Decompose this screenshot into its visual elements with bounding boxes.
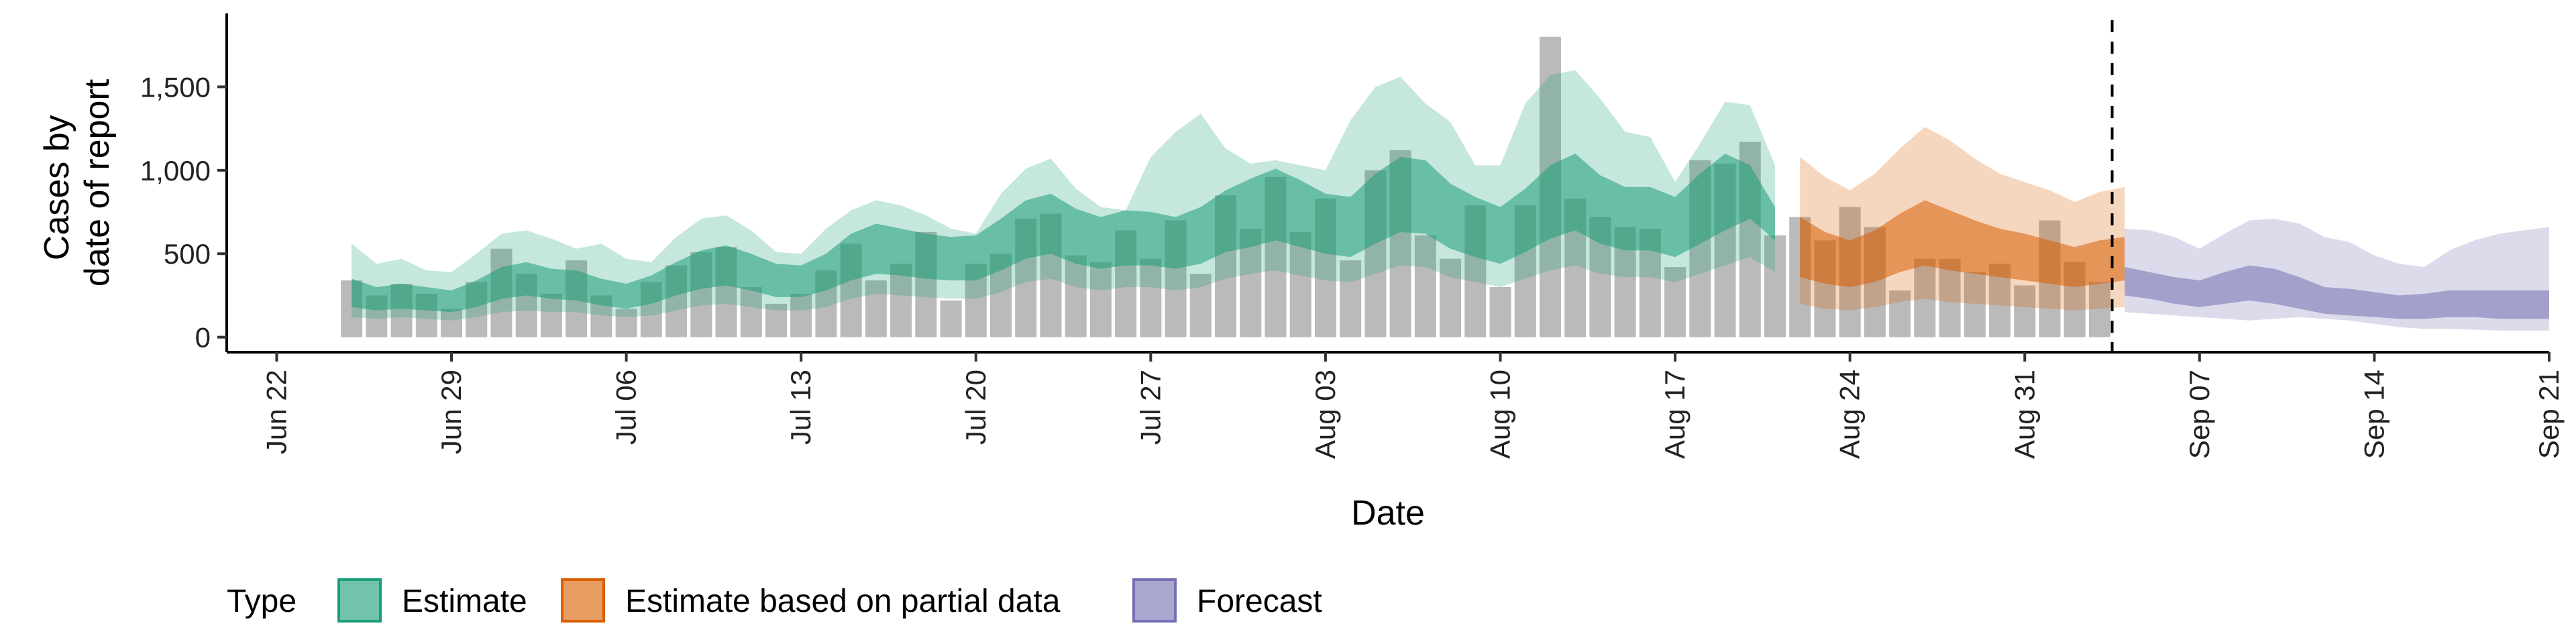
case-bar xyxy=(1489,286,1511,337)
case-bar xyxy=(1764,235,1786,337)
forecast-band-50 xyxy=(2125,265,2549,319)
legend-key xyxy=(1132,578,1177,623)
estimate-band-50 xyxy=(352,154,1775,313)
y-tick-label: 1,500 xyxy=(140,71,211,103)
bands-layer xyxy=(352,70,2549,331)
x-tick-label: Aug 03 xyxy=(1309,370,1341,459)
axis-labels: 0 500 1,000 1,500 Jun 22 Jun 29 Jul 06 Jul 13 Ju… xyxy=(140,71,2565,459)
case-bar xyxy=(1189,274,1212,337)
case-bar xyxy=(765,303,787,337)
x-tick-label: Sep 14 xyxy=(2358,370,2390,459)
x-tick-label: Aug 17 xyxy=(1659,370,1690,459)
case-bar xyxy=(1889,290,1911,337)
estimate-based-on-partial-data-band-50 xyxy=(1800,200,2125,287)
case-bar xyxy=(1340,260,1362,337)
x-tick-label: Jul 06 xyxy=(610,370,642,445)
legend-item-estimate-based-on-partial-data: Estimate based on partial data xyxy=(561,578,1061,623)
x-tick-label: Aug 31 xyxy=(2008,370,2040,459)
case-bar xyxy=(1414,235,1436,337)
case-bar xyxy=(1939,258,1961,337)
x-tick-label: Sep 21 xyxy=(2533,370,2565,459)
x-tick-label: Aug 24 xyxy=(1834,370,1866,459)
legend-label: Estimate based on partial data xyxy=(625,584,1061,619)
x-tick-label: Jun 22 xyxy=(260,370,292,454)
case-bar xyxy=(865,280,887,337)
y-tick-label: 0 xyxy=(195,322,211,354)
case-bar xyxy=(540,293,562,337)
case-bar xyxy=(2088,282,2110,337)
legend-label: Forecast xyxy=(1197,584,1322,619)
case-bar xyxy=(790,293,812,337)
y-tick-label: 500 xyxy=(164,238,211,270)
case-bar xyxy=(441,309,463,337)
x-tick-label: Jul 27 xyxy=(1134,370,1166,445)
case-bar xyxy=(940,300,962,337)
x-tick-label: Jul 13 xyxy=(785,370,816,445)
legend-label: Estimate xyxy=(402,584,527,619)
x-tick-label: Jul 20 xyxy=(960,370,991,445)
y-axis-title-line-2: date of report xyxy=(78,78,117,286)
case-bar xyxy=(1440,258,1462,337)
x-axis-title: Date xyxy=(1351,494,1425,533)
case-bar xyxy=(1289,231,1311,337)
axes xyxy=(217,13,2551,362)
x-tick-label: Sep 07 xyxy=(2184,370,2215,459)
legend-key xyxy=(337,578,382,623)
legend-item-forecast: Forecast xyxy=(1132,578,1322,623)
legend-title: Type xyxy=(227,584,297,619)
x-tick-label: Jun 29 xyxy=(435,370,467,454)
legend-key xyxy=(561,578,605,623)
case-bar xyxy=(1964,272,1986,337)
case-bar xyxy=(615,309,637,337)
case-bar xyxy=(1089,262,1112,337)
case-bar xyxy=(740,286,762,337)
legend: Type Estimate Estimate based on partial d… xyxy=(227,578,1322,623)
case-bar xyxy=(1065,255,1087,337)
legend-item-estimate: Estimate xyxy=(337,578,527,623)
case-bar xyxy=(1664,267,1686,337)
y-axis-title: Cases by date of report xyxy=(38,78,117,286)
x-tick-label: Aug 10 xyxy=(1485,370,1516,459)
case-bar xyxy=(2014,285,2036,337)
y-tick-label: 1,000 xyxy=(140,155,211,186)
y-axis-title-line-1: Cases by xyxy=(38,115,76,260)
case-bar xyxy=(1140,258,1162,337)
case-bar xyxy=(1914,258,1936,337)
